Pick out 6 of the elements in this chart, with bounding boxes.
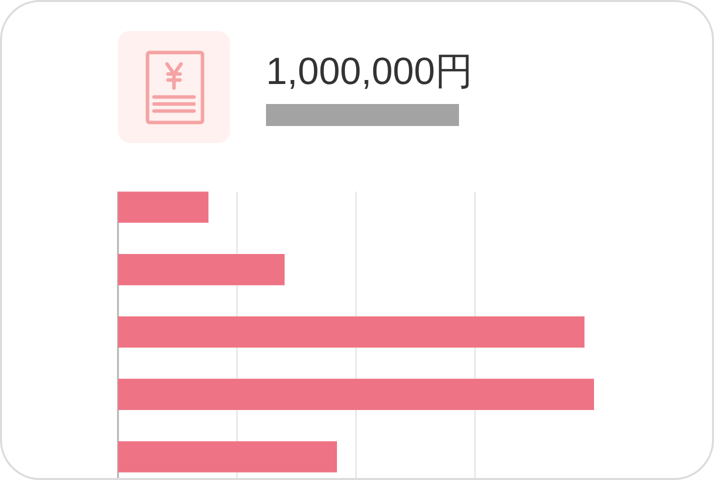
bar [118,441,337,472]
bar [118,378,594,410]
bar [118,316,584,348]
bar [118,192,208,223]
chart-title: 1,000,000円 [266,51,474,93]
bar [118,254,285,286]
